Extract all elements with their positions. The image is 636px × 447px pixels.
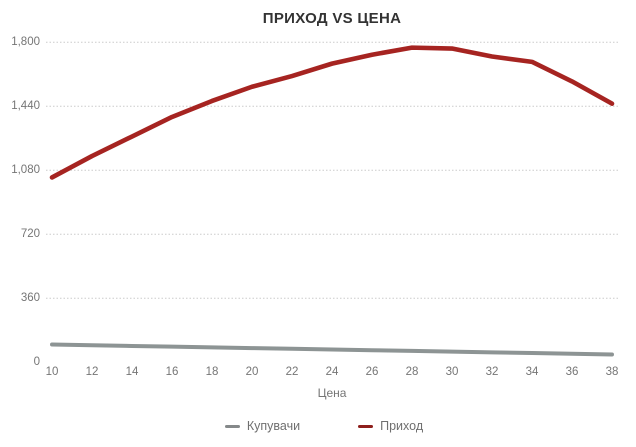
y-tick-label: 1,080 <box>11 164 40 177</box>
y-tick-label: 360 <box>20 292 40 305</box>
prihod-line-swatch-icon <box>358 424 374 428</box>
x-tick-label: 38 <box>605 366 619 378</box>
x-tick-label: 22 <box>285 366 299 378</box>
x-tick-label: 26 <box>365 366 379 378</box>
x-tick-label: 12 <box>85 366 99 378</box>
x-tick-label: 18 <box>205 366 219 378</box>
kupuvachi-line-swatch-icon <box>224 424 240 428</box>
legend-item-prihod: Приход <box>358 419 423 433</box>
x-tick-label: 10 <box>45 366 59 378</box>
x-tick-label: 16 <box>165 366 179 378</box>
x-tick-label: 32 <box>485 366 499 378</box>
x-axis-title: Цена <box>317 386 347 400</box>
x-tick-label: 30 <box>445 366 459 378</box>
x-tick-label: 20 <box>245 366 259 378</box>
series-line-1 <box>49 45 615 180</box>
y-tick-label: 0 <box>33 356 40 369</box>
legend-item-kupuvachi: Купувачи <box>224 419 301 433</box>
legend-label-kupuvachi: Купувачи <box>246 419 301 433</box>
x-tick-label: 14 <box>125 366 139 378</box>
chart-title: ПРИХОД VS ЦЕНА <box>262 10 402 27</box>
series-line-0 <box>50 342 614 357</box>
x-tick-label: 24 <box>325 366 339 378</box>
legend: Купувачи Приход <box>0 419 636 433</box>
y-tick-label: 1,440 <box>11 100 40 113</box>
x-tick-label: 34 <box>525 366 539 378</box>
y-tick-label: 720 <box>20 228 40 241</box>
y-tick-label: 1,800 <box>11 36 40 49</box>
legend-label-prihod: Приход <box>380 419 424 433</box>
x-tick-label: 36 <box>565 366 579 378</box>
x-tick-label: 28 <box>405 366 419 378</box>
